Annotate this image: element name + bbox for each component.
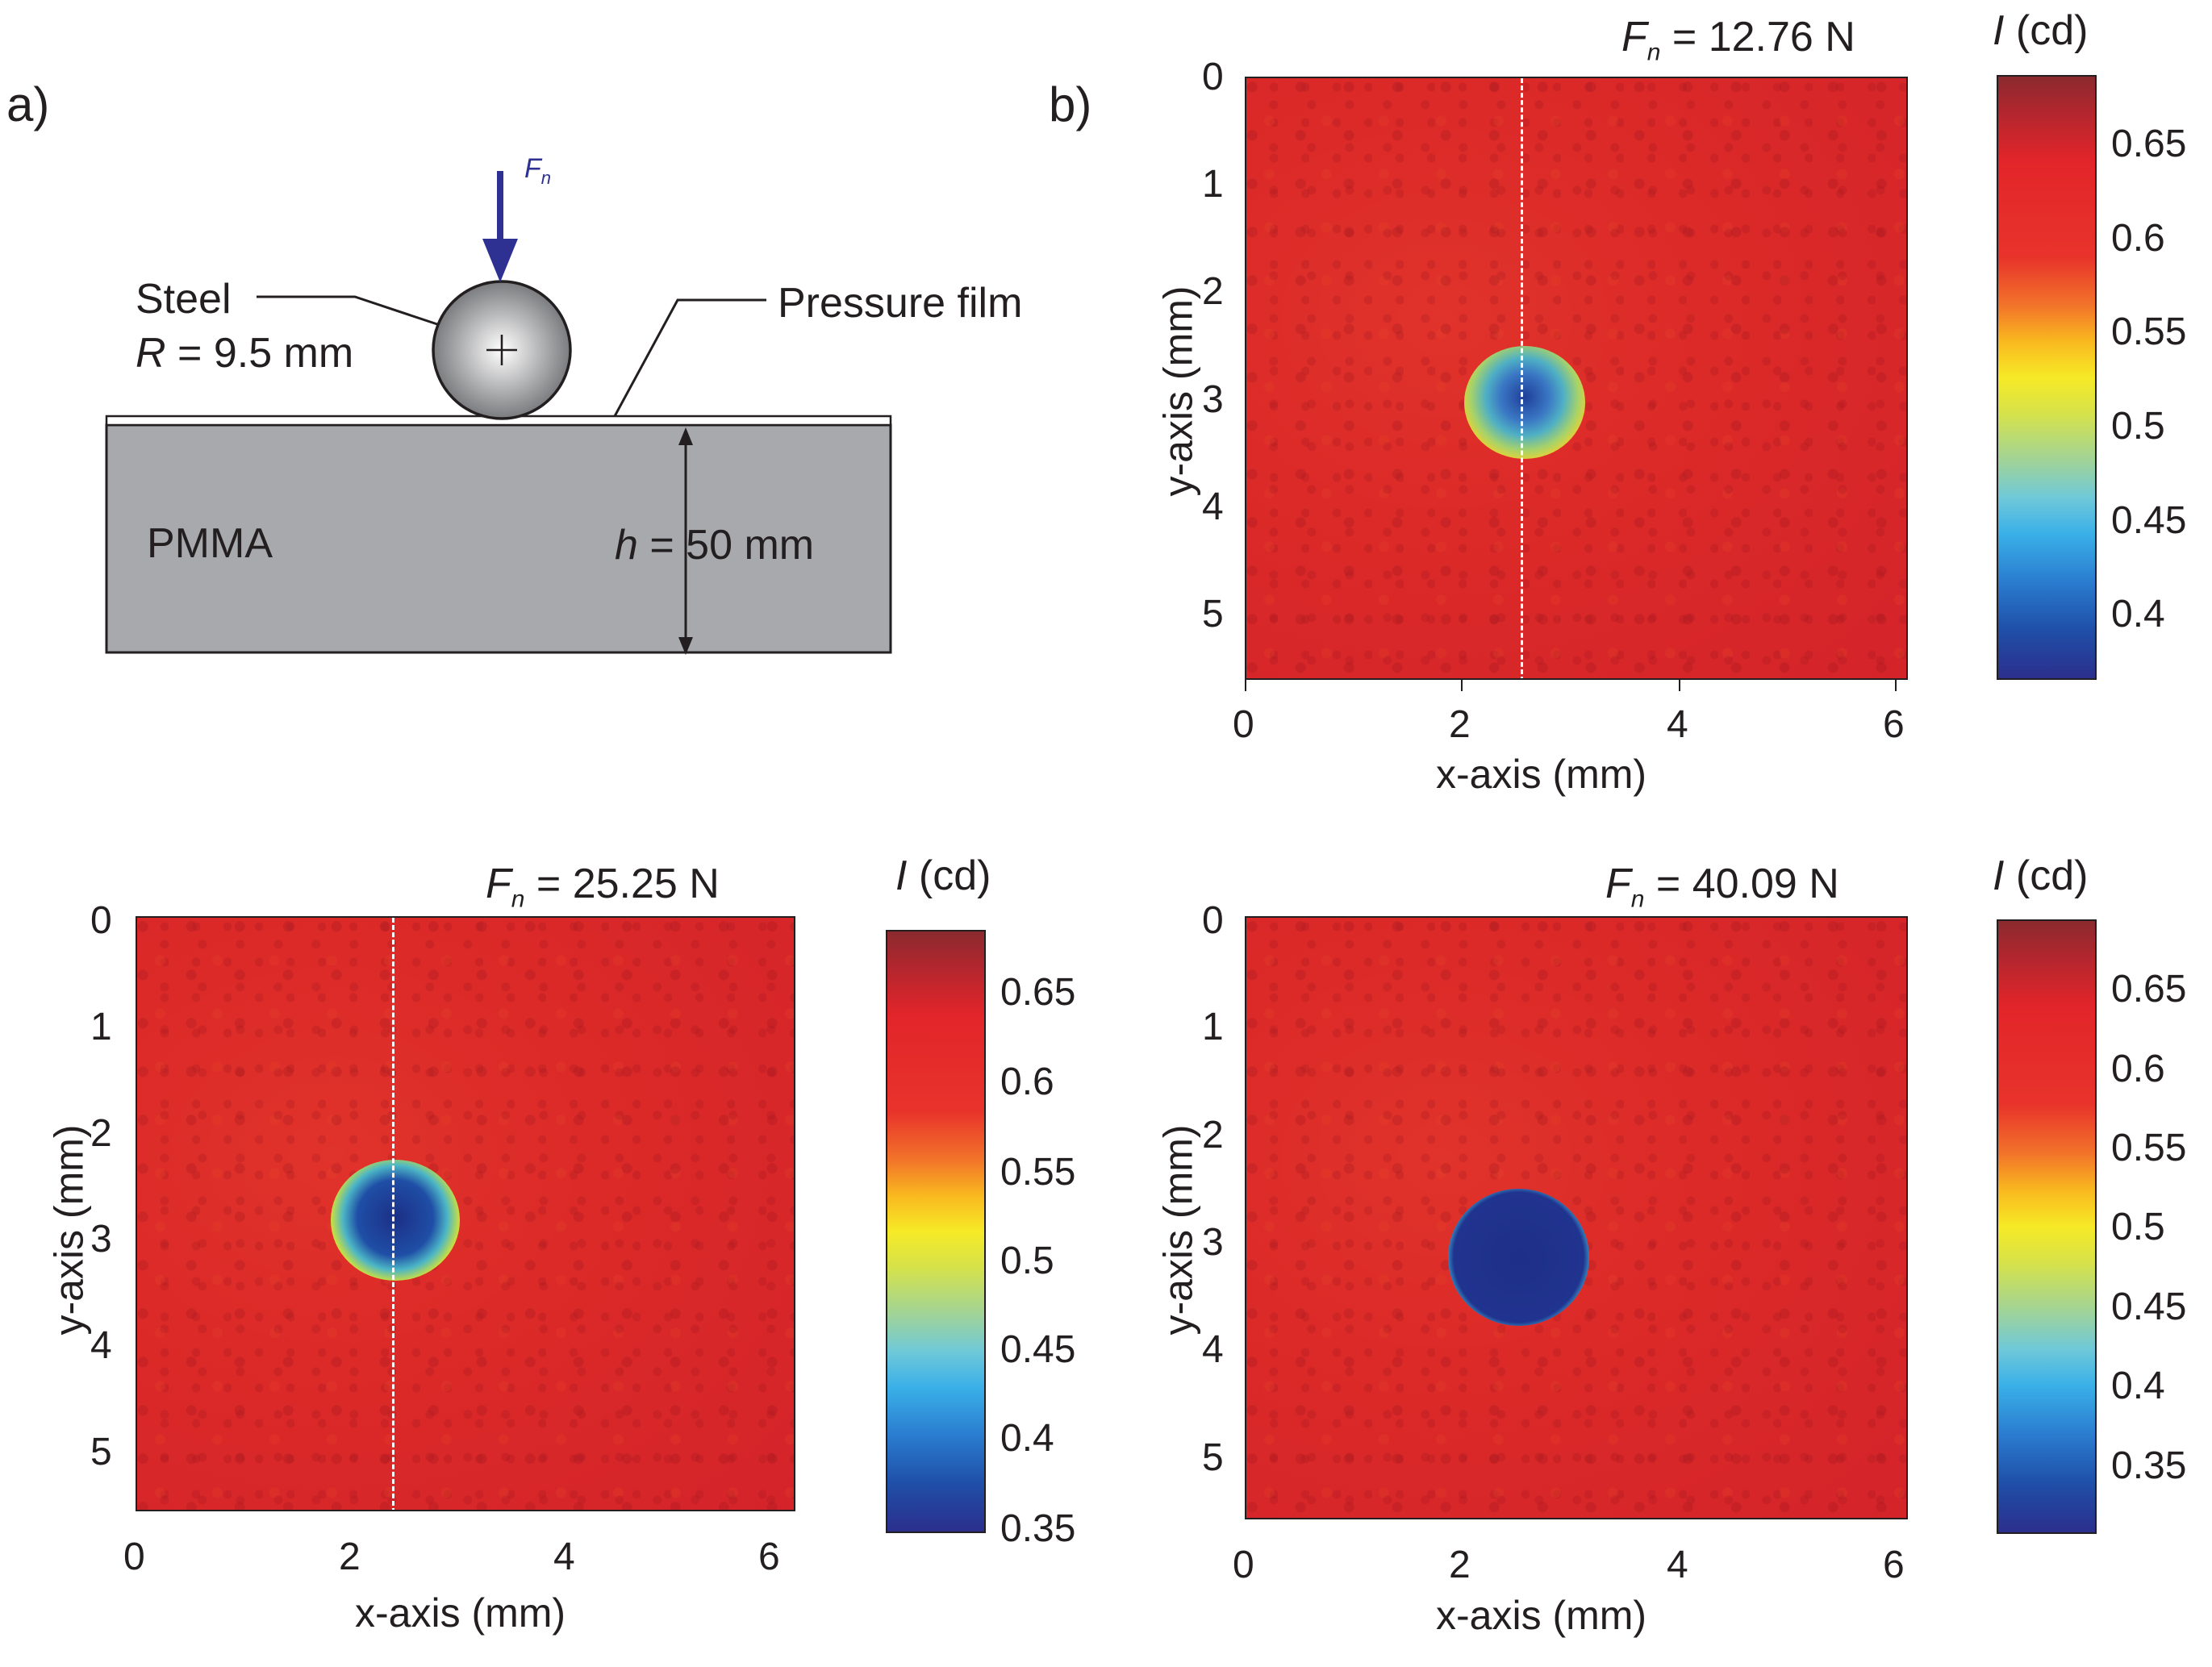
x-tick-label: 4: [1667, 1544, 1688, 1586]
x-tick-label: 2: [339, 1536, 361, 1578]
colorbar-tick: 0.65: [2111, 123, 2187, 165]
contact-schematic: [105, 171, 892, 655]
contact-spot: [331, 1160, 460, 1281]
y-tick-label: 2: [1202, 270, 1224, 313]
force-title: Fn = 25.25 N: [486, 861, 720, 913]
dashed-line: [392, 918, 394, 1510]
colorbar-tick: 0.5: [2111, 1206, 2165, 1248]
contact-spot: [1464, 346, 1585, 459]
force-title: Fn = 12.76 N: [1621, 14, 1855, 66]
colorbar-tick: 0.45: [2111, 499, 2187, 542]
force-title: Fn = 40.09 N: [1605, 861, 1839, 913]
colorbar-tick: 0.35: [1000, 1507, 1076, 1550]
x-tick-label: 4: [553, 1536, 575, 1578]
dashed-line: [1521, 78, 1523, 678]
y-tick-label: 2: [1202, 1114, 1224, 1156]
y-tick-label: 0: [90, 899, 112, 942]
x-ticks: [1245, 680, 1908, 704]
height-label: h = 50 mm: [615, 522, 815, 569]
colorbar-tick: 0.45: [2111, 1286, 2187, 1328]
heatmap-area: [1245, 77, 1908, 680]
heatmap-area: [136, 916, 795, 1511]
colorbar-tick: 0.35: [2111, 1444, 2187, 1487]
colorbar-tick: 0.65: [1000, 971, 1076, 1014]
y-tick-label: 3: [90, 1218, 112, 1261]
y-tick-label: 0: [1202, 56, 1224, 98]
y-tick-label: 1: [1202, 1006, 1224, 1048]
x-tick-label: 4: [1667, 703, 1688, 746]
film-leader-line: [613, 298, 766, 417]
x-axis-title: x-axis (mm): [1436, 752, 1647, 797]
colorbar-tick: 0.45: [1000, 1328, 1076, 1371]
y-tick-label: 5: [1202, 593, 1224, 636]
colorbar: [1997, 75, 2097, 680]
radius-label: R = 9.5 mm: [136, 330, 354, 377]
colorbar-tick: 0.4: [1000, 1417, 1054, 1460]
y-axis-title: y-axis (mm): [1155, 1124, 1201, 1336]
panel-b-letter: b): [1049, 77, 1092, 131]
x-tick-label: 6: [758, 1536, 780, 1578]
x-tick-label: 6: [1883, 703, 1905, 746]
x-tick-label: 0: [1233, 703, 1254, 746]
y-axis-title: y-axis (mm): [46, 1124, 92, 1336]
y-tick-label: 3: [1202, 378, 1224, 421]
pmma-label: PMMA: [147, 520, 273, 567]
colorbar-title: I (cd): [895, 852, 991, 899]
contact-spot: [1448, 1189, 1589, 1326]
pressure-film-label: Pressure film: [778, 280, 1023, 327]
steel-label: Steel: [136, 276, 232, 323]
y-axis-title: y-axis (mm): [1155, 285, 1201, 497]
y-tick-label: 1: [1202, 163, 1224, 206]
x-tick-label: 2: [1449, 703, 1471, 746]
colorbar-tick: 0.5: [2111, 405, 2165, 448]
colorbar-tick: 0.4: [2111, 593, 2165, 636]
y-tick-label: 0: [1202, 899, 1224, 942]
colorbar-tick: 0.6: [1000, 1061, 1054, 1103]
colorbar-tick: 0.5: [1000, 1240, 1054, 1282]
y-tick-label: 5: [90, 1431, 112, 1473]
panel-a-letter: a): [6, 77, 50, 131]
colorbar: [886, 930, 986, 1533]
colorbar: [1997, 919, 2097, 1534]
colorbar-title: I (cd): [1993, 852, 2089, 899]
y-tick-label: 4: [1202, 486, 1224, 528]
x-tick-label: 0: [123, 1536, 145, 1578]
y-tick-label: 3: [1202, 1221, 1224, 1264]
y-tick-label: 2: [90, 1112, 112, 1155]
y-tick-label: 1: [90, 1006, 112, 1048]
x-tick-label: 2: [1449, 1544, 1471, 1586]
colorbar-tick: 0.6: [2111, 217, 2165, 260]
y-tick-label: 5: [1202, 1436, 1224, 1479]
x-tick-label: 0: [1233, 1544, 1254, 1586]
y-tick-label: 4: [1202, 1328, 1224, 1371]
y-tick-label: 4: [90, 1324, 112, 1367]
x-axis-title: x-axis (mm): [1436, 1593, 1647, 1638]
colorbar-tick: 0.4: [2111, 1365, 2165, 1407]
colorbar-title: I (cd): [1993, 7, 2089, 54]
pmma-block: [105, 423, 892, 654]
force-label: Fn: [524, 153, 552, 188]
colorbar-tick: 0.55: [1000, 1151, 1076, 1194]
colorbar-tick: 0.6: [2111, 1048, 2165, 1090]
heatmap-area: [1245, 916, 1908, 1519]
colorbar-tick: 0.65: [2111, 968, 2187, 1011]
x-tick-label: 6: [1883, 1544, 1905, 1586]
colorbar-tick: 0.55: [2111, 310, 2187, 353]
colorbar-tick: 0.55: [2111, 1127, 2187, 1169]
x-axis-title: x-axis (mm): [355, 1590, 566, 1636]
steel-leader-line: [257, 295, 438, 326]
